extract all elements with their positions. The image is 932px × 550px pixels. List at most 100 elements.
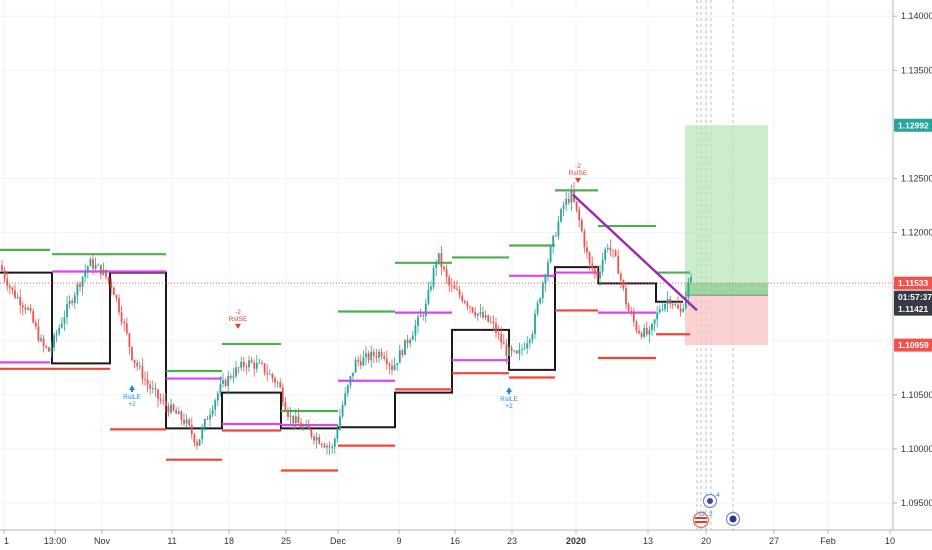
candle-body bbox=[45, 345, 48, 348]
candle-body bbox=[396, 363, 399, 365]
candle-body bbox=[331, 446, 334, 448]
time-axis[interactable]: 1 13:00 Nov 11 18 25 Dec 9 16 23 2020 13 20 27 Feb 10 bbox=[0, 529, 932, 546]
candle-body bbox=[97, 264, 100, 266]
event-badges[interactable]: 4 12 2 bbox=[692, 492, 741, 529]
candle-body bbox=[86, 266, 89, 272]
annotation-line: RsISE bbox=[229, 316, 248, 323]
candle-body bbox=[167, 406, 170, 413]
candle-body bbox=[640, 333, 643, 337]
candle-body bbox=[53, 335, 55, 348]
candle-body bbox=[149, 384, 152, 389]
price-tag-last-price: 1.11533 bbox=[894, 276, 932, 290]
candle-body bbox=[47, 347, 50, 352]
event-count: 12 bbox=[698, 511, 706, 518]
price-tag-bg bbox=[894, 302, 932, 316]
candle-body bbox=[6, 278, 9, 286]
economic-event-badge[interactable]: 4 bbox=[702, 492, 721, 509]
candle-body bbox=[196, 442, 198, 446]
candle-body bbox=[16, 297, 19, 298]
candle-body bbox=[1, 265, 3, 271]
candle-body bbox=[630, 310, 633, 314]
candle-body bbox=[370, 351, 373, 361]
candle-body bbox=[118, 298, 120, 313]
candle-body bbox=[292, 415, 295, 424]
candle-body bbox=[352, 372, 354, 377]
price-tag-bg bbox=[894, 338, 932, 352]
candle-body bbox=[479, 312, 482, 314]
time-tick-label: 1 bbox=[4, 536, 9, 546]
candle-body bbox=[102, 269, 105, 275]
candle-body bbox=[359, 361, 362, 366]
candle-body bbox=[664, 303, 666, 310]
candle-body bbox=[502, 342, 505, 345]
candle-body bbox=[456, 288, 458, 290]
candle-body bbox=[427, 289, 430, 304]
candle-body bbox=[385, 358, 388, 365]
annotation-line: +2 bbox=[505, 403, 513, 410]
candle-body bbox=[489, 321, 492, 323]
candle-body bbox=[378, 351, 380, 358]
candle-body bbox=[203, 419, 206, 428]
candle-body bbox=[690, 277, 692, 283]
time-tick-label: 9 bbox=[396, 536, 401, 546]
candle-body bbox=[466, 302, 469, 307]
candle-body bbox=[146, 379, 149, 385]
annotation-line: -2 bbox=[575, 163, 581, 170]
candle-body bbox=[583, 231, 586, 248]
time-tick-label: 18 bbox=[224, 536, 234, 546]
candle-body bbox=[357, 359, 360, 362]
candle-body bbox=[94, 265, 97, 269]
candle-body bbox=[320, 443, 323, 446]
candle-body bbox=[393, 364, 396, 370]
economic-event-badge[interactable] bbox=[725, 511, 741, 527]
candle-body bbox=[206, 419, 209, 420]
candle-body bbox=[37, 326, 40, 341]
candle-body bbox=[237, 367, 240, 369]
candle-body bbox=[354, 359, 357, 373]
time-tick-label: 16 bbox=[450, 536, 460, 546]
candle-body bbox=[84, 271, 87, 277]
candle-body bbox=[622, 280, 625, 289]
candle-body bbox=[32, 311, 35, 323]
price-tag-label: 1.10959 bbox=[898, 340, 929, 350]
time-tick-label: 11 bbox=[167, 536, 176, 546]
price-tick-label: 1.12000 bbox=[901, 228, 932, 238]
candle-body bbox=[141, 365, 144, 380]
candle-body bbox=[183, 419, 185, 424]
candle-body bbox=[274, 378, 276, 383]
price-tick-label: 1.09500 bbox=[901, 498, 932, 508]
candle-body bbox=[281, 387, 284, 403]
price-tag-target: 1.12992 bbox=[894, 118, 932, 132]
candle-body bbox=[677, 304, 679, 309]
candle-body bbox=[557, 221, 560, 236]
candle-body bbox=[253, 362, 256, 369]
candle-body bbox=[162, 400, 165, 402]
candle-body bbox=[250, 360, 253, 363]
arrow-down-icon bbox=[575, 177, 581, 183]
candle-body bbox=[164, 400, 167, 407]
position-zones bbox=[685, 125, 768, 346]
economic-event-badge[interactable]: 12 2 bbox=[692, 511, 714, 529]
candle-body bbox=[453, 285, 456, 289]
candle-body bbox=[240, 361, 243, 368]
candle-body bbox=[471, 307, 474, 312]
candle-body bbox=[120, 312, 123, 322]
candle-body bbox=[500, 333, 503, 343]
candle-body bbox=[492, 321, 495, 324]
candle-body bbox=[536, 303, 539, 314]
candle-body bbox=[8, 285, 11, 288]
candle-body bbox=[115, 295, 118, 299]
candle-body bbox=[424, 303, 427, 317]
candle-body bbox=[674, 304, 677, 306]
annotation-line: RsILE bbox=[500, 396, 518, 403]
candle-body bbox=[315, 437, 318, 441]
price-axis[interactable]: 1.140001.135001.125001.120001.115001.105… bbox=[892, 0, 932, 530]
loss-zone bbox=[685, 295, 768, 346]
candle-body bbox=[510, 347, 513, 351]
candle-body bbox=[157, 389, 159, 399]
candle-body bbox=[534, 313, 536, 335]
candle-body bbox=[604, 249, 607, 260]
